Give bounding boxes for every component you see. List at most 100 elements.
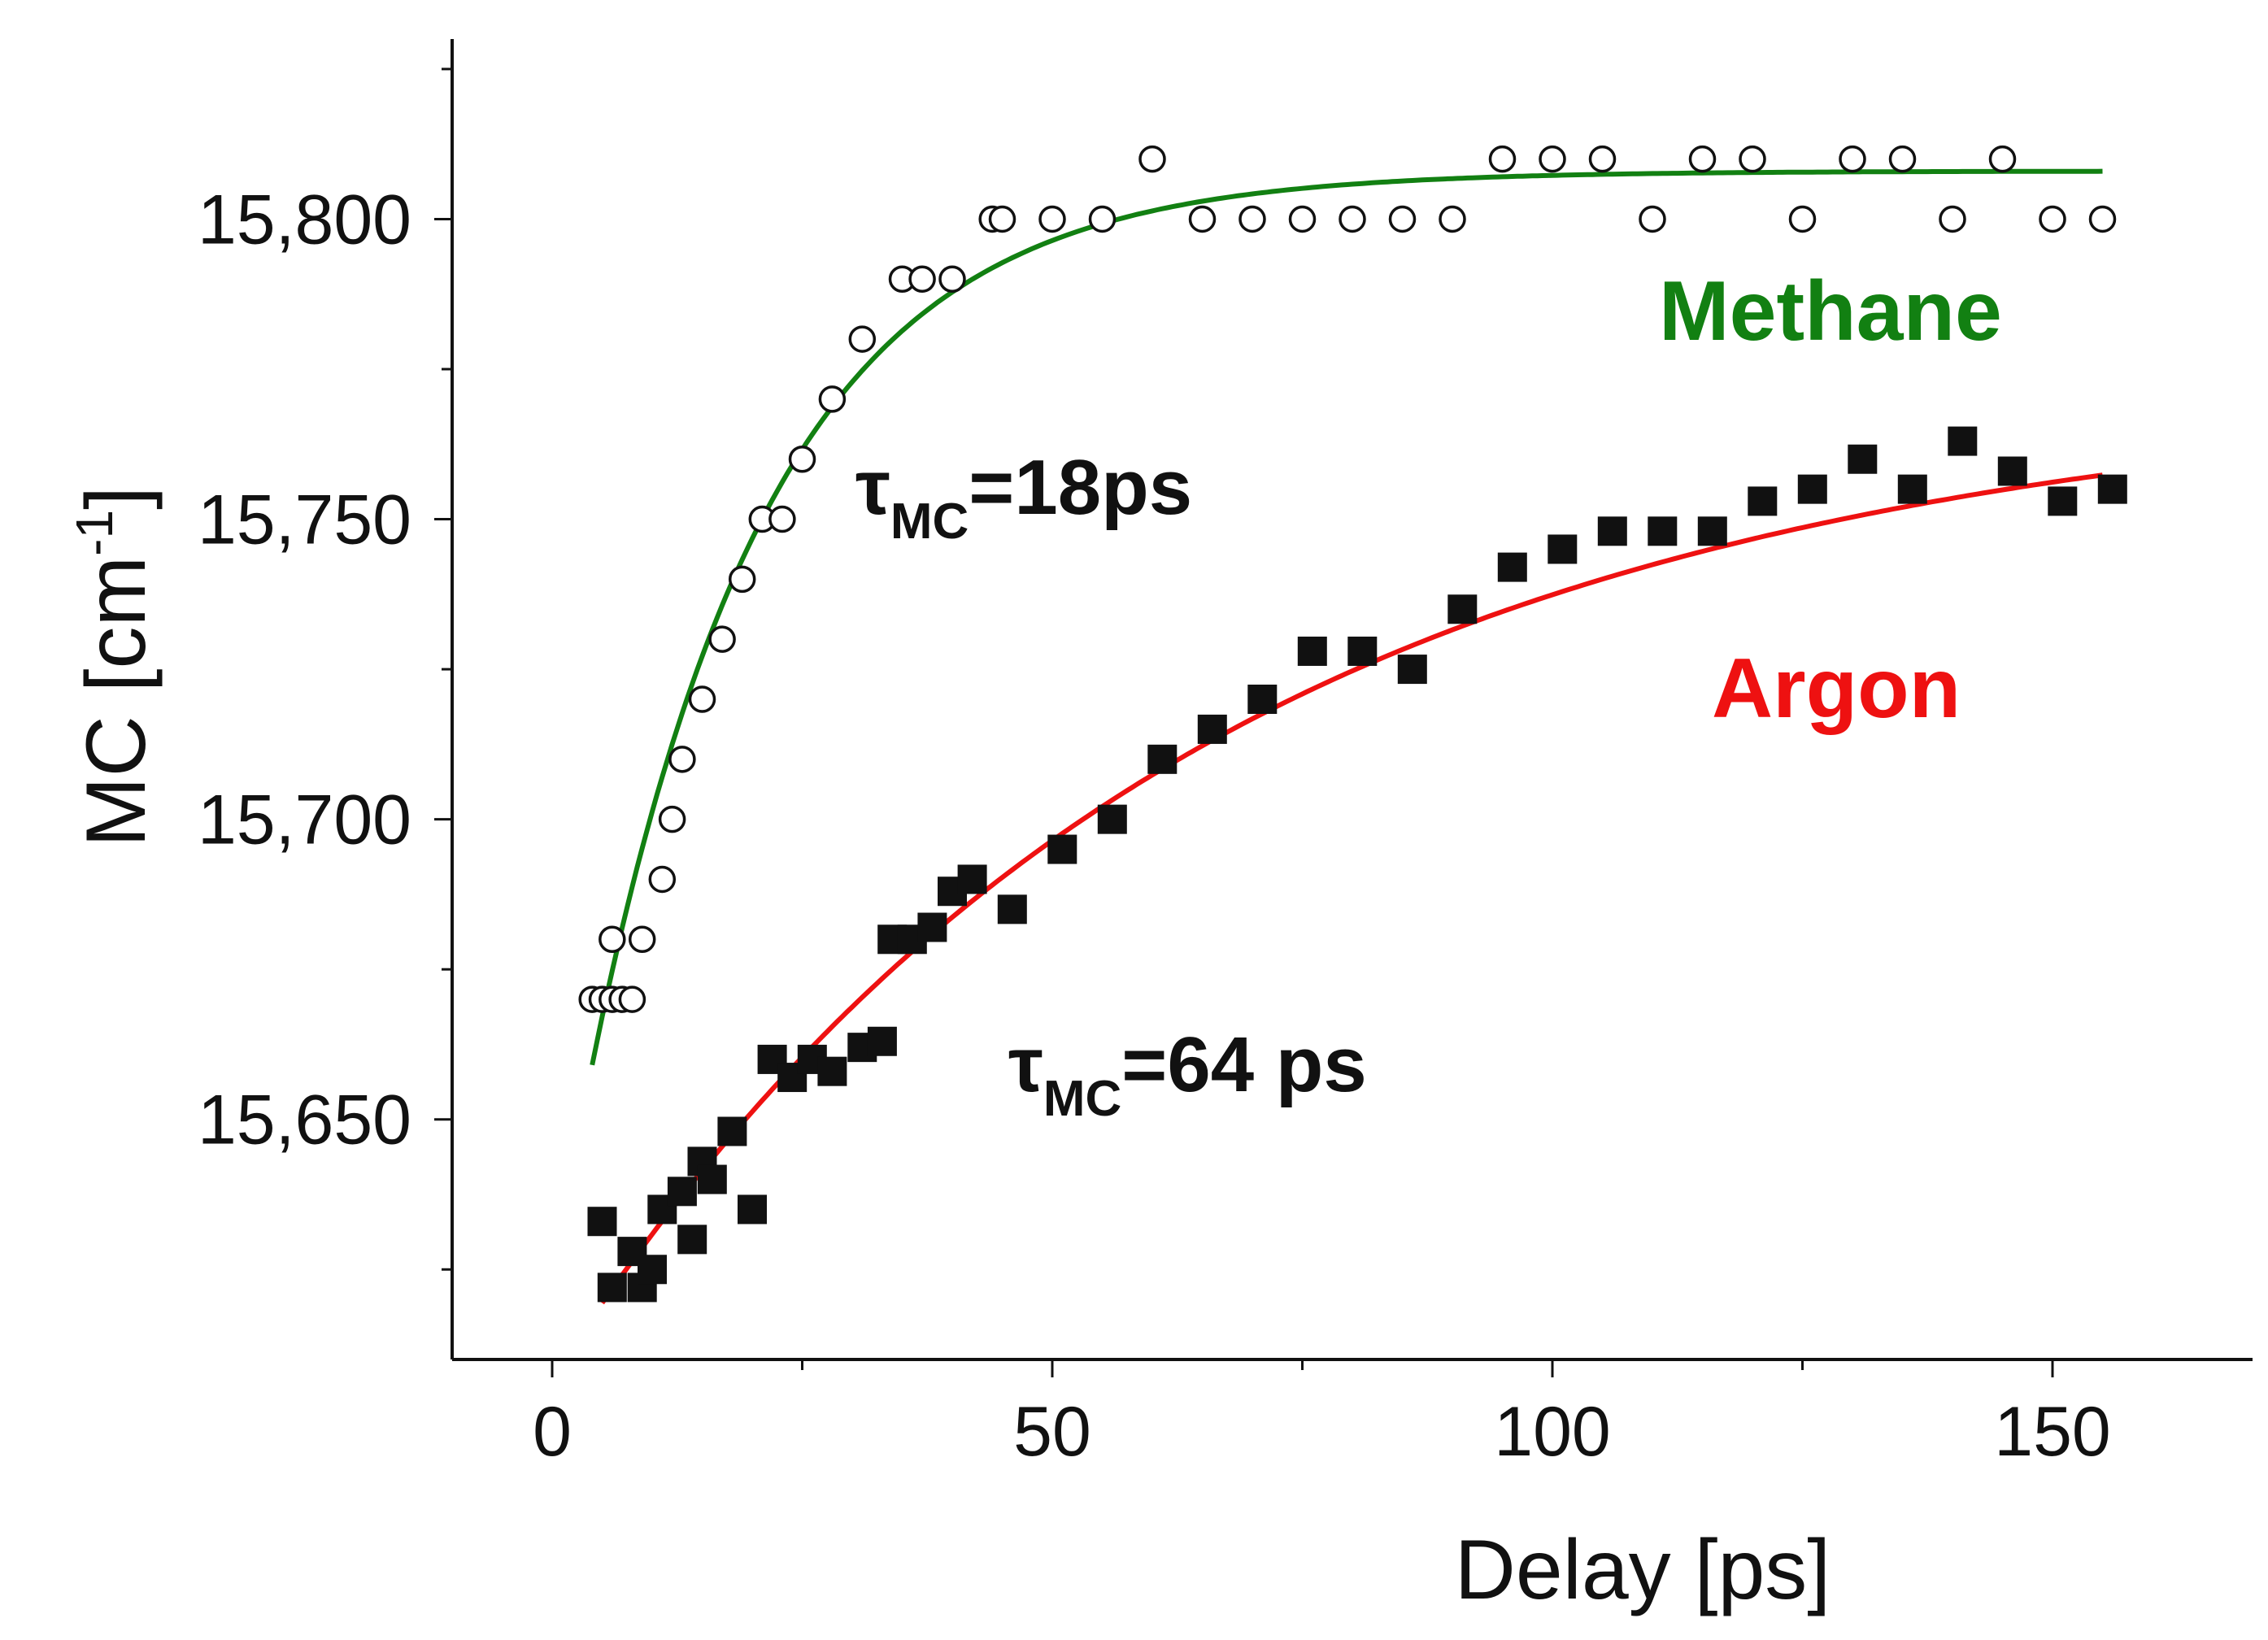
y-axis-title: MC [cm-1] <box>65 486 163 847</box>
data-point-methane <box>648 865 677 894</box>
data-point-methane <box>1788 205 1817 233</box>
annotation-argon-tau-value: =64 ps <box>1121 1021 1367 1108</box>
data-point-methane <box>2039 205 2066 233</box>
annotation-methane-tau-subscript: MC <box>890 494 969 550</box>
x-tick-label: 0 <box>533 1393 572 1471</box>
data-point-methane <box>788 445 816 473</box>
data-point-argon <box>2048 486 2078 516</box>
data-point-argon <box>1197 714 1227 744</box>
annotation-argon-tau-symbol: τ <box>1008 1021 1043 1108</box>
data-point-methane <box>1388 205 1417 233</box>
data-point-methane <box>728 565 756 594</box>
data-point-argon <box>957 864 987 894</box>
data-point-methane <box>768 505 796 533</box>
data-point-argon <box>1347 636 1378 666</box>
data-point-methane <box>708 625 736 653</box>
data-point-argon <box>1497 552 1527 582</box>
data-point-methane <box>1888 145 1917 173</box>
data-point-argon <box>738 1194 767 1225</box>
data-point-argon <box>1397 655 1427 685</box>
data-point-argon <box>677 1225 707 1255</box>
data-point-methane <box>599 925 626 954</box>
data-point-methane <box>1238 205 1266 233</box>
data-point-methane <box>1839 145 1866 173</box>
data-point-argon <box>1097 804 1127 834</box>
data-point-argon <box>638 1255 667 1285</box>
data-point-argon <box>867 1026 897 1056</box>
x-tick-label: 150 <box>1994 1393 2111 1471</box>
data-point-methane <box>1739 145 1766 173</box>
x-tick-label: 100 <box>1494 1393 1611 1471</box>
data-point-methane <box>1188 205 1217 233</box>
data-point-methane <box>818 385 847 413</box>
y-tick-label: 15,700 <box>198 781 411 859</box>
y-axis-title-superscript: -1 <box>65 510 124 556</box>
data-point-methane <box>628 925 656 954</box>
data-point-argon <box>817 1056 847 1086</box>
data-point-argon <box>997 894 1027 924</box>
data-point-argon <box>1897 474 1927 504</box>
data-point-argon <box>1548 534 1578 564</box>
annotation-methane-tau-value: =18ps <box>969 444 1192 531</box>
data-point-argon <box>1997 456 2027 486</box>
x-axis-title: Delay [ps] <box>1455 1523 1831 1617</box>
data-point-methane <box>1088 205 1117 233</box>
annotation-methane-tau: τMC=18ps <box>855 444 1192 550</box>
data-point-methane <box>1688 145 1717 173</box>
data-point-argon <box>1247 685 1278 714</box>
data-point-methane <box>1138 145 1166 173</box>
data-point-methane <box>988 205 1016 233</box>
data-point-argon <box>1597 516 1627 546</box>
series-label-argon: Argon <box>1712 642 1961 736</box>
data-points <box>578 145 2127 1303</box>
data-point-argon <box>1697 516 1727 546</box>
data-point-argon <box>1797 474 1827 504</box>
data-point-argon <box>1948 426 1978 456</box>
x-tick-label: 50 <box>1013 1393 1091 1471</box>
fit-curve-argon <box>600 472 2103 1305</box>
data-point-methane <box>1988 145 2017 173</box>
data-point-argon <box>587 1207 617 1237</box>
annotation-methane-tau-symbol: τ <box>855 444 890 531</box>
y-tick-label: 15,800 <box>198 181 411 259</box>
data-point-argon <box>2097 474 2127 504</box>
y-axis-title-text: MC [cm <box>69 556 163 847</box>
data-point-methane <box>1939 205 1966 233</box>
data-point-methane <box>1439 205 1466 233</box>
axes: 0 50 100 150 15,650 15,700 15,750 15,800 <box>198 39 2253 1471</box>
data-point-argon <box>1047 834 1077 864</box>
data-point-argon <box>717 1116 747 1146</box>
data-point-methane <box>618 985 646 1013</box>
data-point-argon <box>667 1177 697 1207</box>
y-tick-label: 15,750 <box>198 481 411 559</box>
data-point-argon <box>1147 744 1178 774</box>
annotation-argon-tau: τMC=64 ps <box>1008 1021 1367 1127</box>
data-point-methane <box>2088 205 2117 233</box>
y-axis-title-close: ] <box>69 486 163 510</box>
y-tick-label: 15,650 <box>198 1081 411 1159</box>
data-point-argon <box>1447 594 1478 624</box>
series-label-methane: Methane <box>1659 264 2002 359</box>
data-point-argon <box>697 1164 727 1194</box>
data-point-methane <box>1539 145 1566 173</box>
annotation-argon-tau-subscript: MC <box>1043 1071 1121 1127</box>
data-point-methane <box>1038 205 1066 233</box>
data-point-methane <box>688 685 716 713</box>
data-point-methane <box>1488 145 1517 173</box>
data-point-methane <box>938 265 966 294</box>
data-point-argon <box>1748 486 1778 516</box>
data-point-argon <box>1848 444 1878 474</box>
data-point-methane <box>848 325 877 353</box>
data-point-methane <box>1288 205 1317 233</box>
data-point-argon <box>597 1272 627 1303</box>
data-point-methane <box>908 265 936 294</box>
data-point-argon <box>917 912 947 942</box>
data-point-methane <box>668 746 696 773</box>
data-point-argon <box>1297 636 1327 666</box>
data-point-methane <box>658 805 686 833</box>
data-point-methane <box>1639 205 1666 233</box>
data-point-methane <box>1588 145 1617 173</box>
data-point-methane <box>1339 205 1366 233</box>
